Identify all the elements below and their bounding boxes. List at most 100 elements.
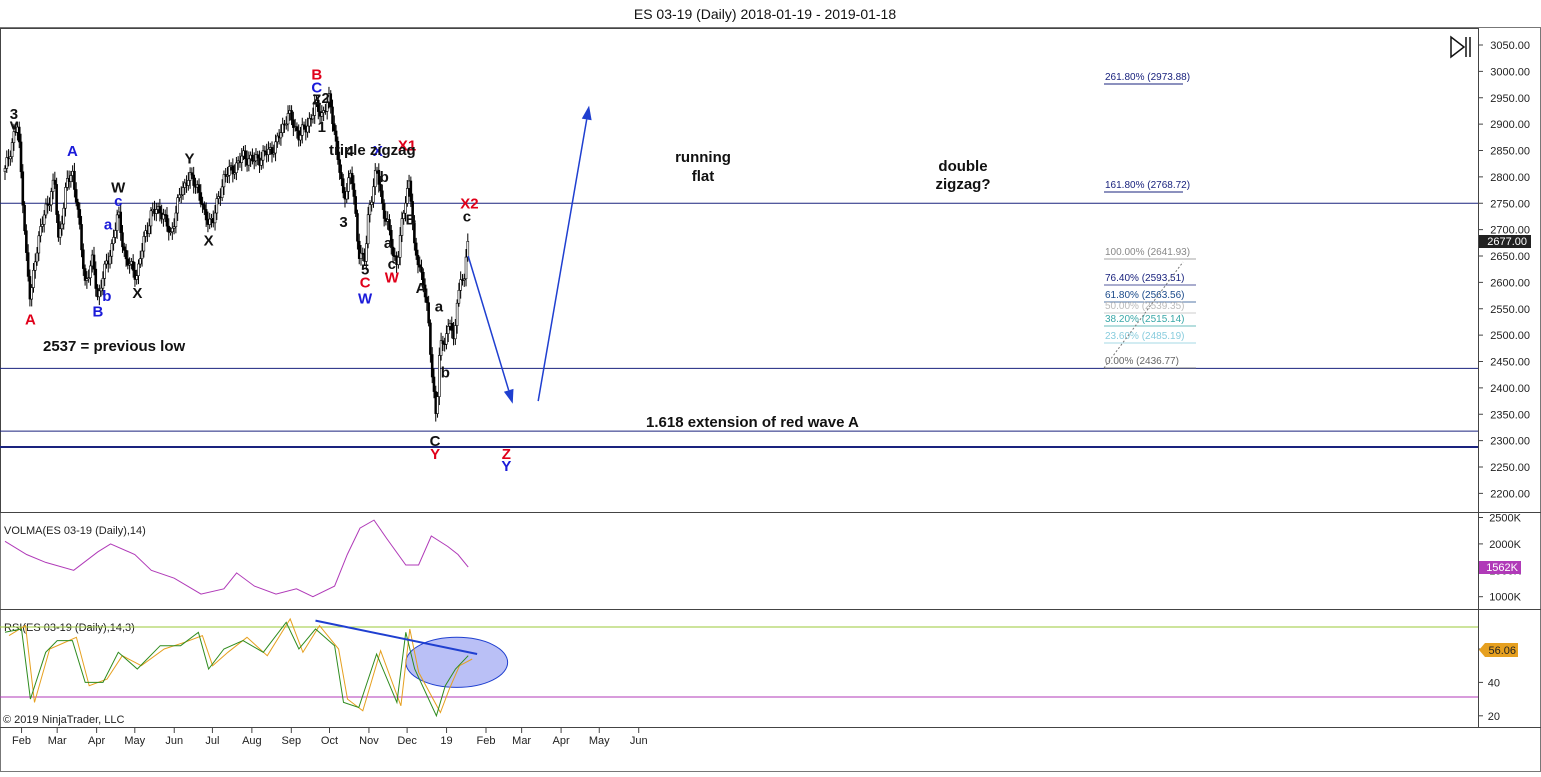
wave-label: 3 [339, 214, 347, 231]
candle-body [12, 131, 16, 143]
volma-tick-label: 1000K [1489, 592, 1521, 604]
candle-body [135, 275, 139, 280]
candle-body [286, 113, 290, 125]
wave-label: c [114, 193, 122, 210]
wave-label: a [104, 217, 113, 234]
candle-body [155, 209, 158, 214]
candle-body [62, 207, 66, 225]
wave-label: W [385, 269, 400, 286]
candle-body [350, 172, 354, 184]
candle-body [108, 255, 112, 265]
candle-body [402, 212, 406, 219]
candle-body [274, 141, 277, 154]
price-tick-label: 2700.00 [1490, 225, 1530, 237]
candle-body [131, 261, 135, 271]
candle-body [158, 206, 162, 214]
candle-body [231, 165, 235, 175]
candle-body [235, 162, 238, 174]
candle-body [240, 155, 244, 163]
price-tick-label: 2950.00 [1490, 93, 1530, 105]
candle-body [409, 180, 413, 202]
candle-body [103, 263, 106, 279]
candle-body [329, 93, 333, 108]
candle-body [25, 230, 28, 253]
rsi-tick-label: 20 [1488, 711, 1500, 723]
candle-body [73, 170, 76, 190]
wave-label: W [358, 290, 373, 307]
candle-body [308, 118, 311, 127]
candle-body [57, 214, 60, 238]
candle-body [252, 160, 256, 163]
candle-body [87, 277, 90, 280]
candle-body [222, 174, 226, 188]
candle-body [436, 396, 439, 414]
wave-label: 1 [318, 119, 326, 136]
candle-body [124, 250, 128, 260]
wave-label: W [111, 180, 126, 197]
wave-label: c [463, 209, 471, 226]
candle-body [389, 229, 393, 248]
candle-body [261, 150, 265, 161]
projection-arrow-line [467, 255, 510, 391]
wave-label: C [360, 275, 371, 292]
wave-label: A [67, 143, 78, 160]
time-tick-label: Apr [553, 735, 570, 747]
time-tick-label: Apr [88, 735, 105, 747]
fib-level-label: 23.60% (2485.19) [1105, 331, 1185, 342]
price-tick-label: 2250.00 [1490, 462, 1530, 474]
wave-label: Z [502, 446, 511, 463]
candle-body [35, 252, 39, 263]
wave-label: Y [430, 446, 440, 463]
candle-body [122, 246, 126, 251]
price-panel [0, 28, 1479, 513]
fib-level-label: 161.80% (2768.72) [1105, 180, 1190, 191]
projection-arrow-line [537, 119, 588, 402]
candle-body [365, 243, 368, 262]
price-tick-label: 3000.00 [1490, 66, 1530, 78]
candle-body [58, 228, 62, 238]
candle-body [427, 302, 430, 324]
candle-body [382, 203, 386, 219]
projection-arrow-head [581, 105, 592, 121]
chart-frame [0, 27, 1541, 772]
candle-body [126, 258, 130, 266]
candle-body [208, 218, 211, 225]
time-tick-label: Feb [477, 735, 496, 747]
candle-body [313, 102, 317, 116]
rsi-line [4, 621, 469, 718]
candle-body [300, 124, 304, 136]
candle-body [354, 196, 357, 214]
annotation-extension: 1.618 extension of red wave A [646, 414, 859, 431]
fib-level-label: 50.00% (2539.35) [1105, 301, 1185, 312]
candle-body [425, 296, 429, 303]
annotation-ellipse [405, 636, 509, 688]
candle-body [459, 279, 462, 291]
candle-body [270, 147, 274, 155]
wave-label: 5 [361, 261, 369, 278]
candle-body [247, 158, 251, 166]
last-price-badge: 2677.00 [1479, 235, 1531, 248]
collapse-panel-icon[interactable] [1450, 35, 1471, 59]
candle-body [215, 198, 219, 214]
candle-body [197, 184, 201, 193]
candle-body [411, 201, 414, 224]
candle-body [203, 204, 206, 210]
candle-body [340, 172, 343, 180]
annotation-running: running [675, 149, 731, 166]
price-tick-label: 2300.00 [1490, 436, 1530, 448]
wave-label: C [311, 79, 322, 96]
annotation-zigzag: zigzag? [936, 176, 991, 193]
candle-body [332, 123, 336, 132]
price-tick-label: 2900.00 [1490, 119, 1530, 131]
candle-body [26, 252, 30, 277]
candle-body [101, 278, 105, 289]
candle-body [306, 125, 309, 133]
fib-level-label: 76.40% (2593.51) [1105, 273, 1185, 284]
candle-body [128, 263, 131, 266]
candle-body [446, 326, 450, 334]
price-tick-label: 2350.00 [1490, 409, 1530, 421]
time-tick-label: Jul [205, 735, 219, 747]
candle-body [226, 175, 229, 177]
